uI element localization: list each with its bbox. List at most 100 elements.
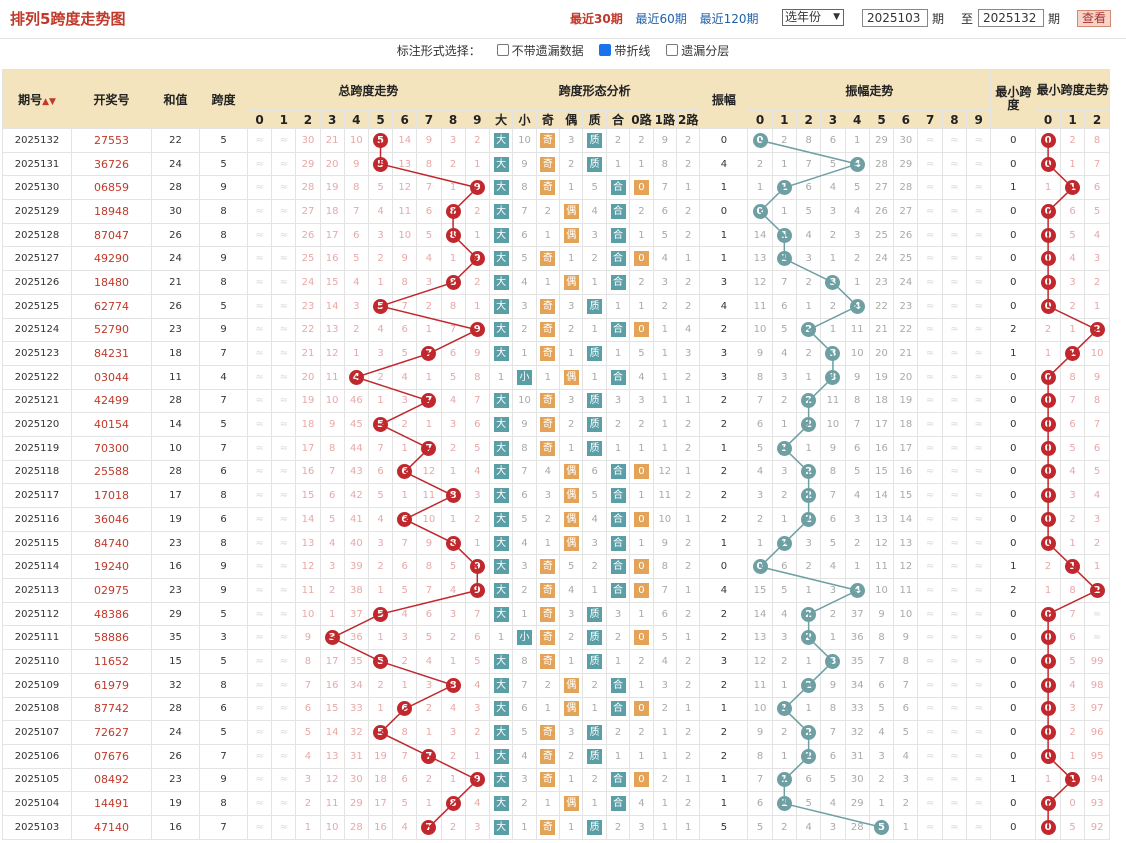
min-trend-cell: 6 <box>1084 175 1110 201</box>
min-trend-cell: 0 <box>1035 791 1061 816</box>
shape-cell: 1 <box>488 364 514 390</box>
span-trend-cell: 42 <box>343 483 369 508</box>
span-digit-header-1: 1 <box>271 110 297 129</box>
table-row: 2025113 02975 23 9 ≈ ≈11 2 38 1 5 7 4 9 大 2 奇 4 1 合 0 7 1 4 15 5… <box>2 578 1110 603</box>
shape-cell: 2 <box>512 317 537 343</box>
shape-cell: 0 <box>629 507 654 532</box>
span-trend-cell: 39 <box>343 554 369 580</box>
amp-trend-cell: 4 <box>844 293 870 319</box>
span-trend-cell: 9 <box>464 578 490 603</box>
table-row: 2025126 18480 21 8 ≈ ≈24 15 4 1 8 3 8 2 大 4 1 偶 1 合 2 3 2 3 12 7… <box>2 270 1110 295</box>
shape-cell: 1 <box>605 743 631 769</box>
amp-trend-cell: 6 <box>747 412 773 437</box>
shape-cell: 6 <box>512 222 537 248</box>
amp-trend-cell: 30 <box>844 767 870 793</box>
amp-trend-cell: 18 <box>893 412 919 437</box>
sum-cell: 24 <box>151 720 200 745</box>
amp-trend-cell: ≈ <box>917 199 943 224</box>
shape-cell: 1 <box>652 364 678 390</box>
span-cell: 5 <box>199 412 248 437</box>
amp-digit-header-5: 5 <box>868 110 895 129</box>
route-tag: 0 <box>633 559 649 575</box>
amp-trend-cell: ≈ <box>941 459 968 485</box>
amp-cell: 1 <box>699 696 749 722</box>
shape-tag: 奇 <box>540 748 556 764</box>
span-trend-cell: 24 <box>295 270 321 295</box>
col-issue-header[interactable]: 期号▲▼ <box>2 69 72 129</box>
min-span-cell: 0 <box>990 672 1037 698</box>
span-trend-cell: 6 <box>392 317 418 343</box>
span-trend-cell: 3 <box>367 530 394 556</box>
span-trend-header: 总跨度走势 <box>247 69 490 111</box>
shape-cell: 8 <box>652 554 678 580</box>
span-trend-cell: 10 <box>392 222 418 248</box>
span-ball: 8 <box>445 227 461 243</box>
span-trend-cell: 7 <box>416 175 442 201</box>
span-trend-cell: 5 <box>367 293 394 319</box>
span-trend-cell: 10 <box>319 814 345 840</box>
span-trend-cell: 5 <box>367 720 394 745</box>
sum-cell: 26 <box>151 293 200 319</box>
amp-trend-cell: 3 <box>844 222 870 248</box>
amp-trend-cell: 1 <box>771 175 797 201</box>
amp-trend-cell: ≈ <box>917 412 943 437</box>
span-trend-cell: 26 <box>295 222 321 248</box>
min-trend-header: 最小跨度走势 <box>1035 69 1110 111</box>
span-trend-cell: 2 <box>319 578 345 603</box>
shape-cell: 奇 <box>535 578 561 603</box>
shape-cell: 1 <box>559 246 584 272</box>
view-button[interactable]: 查看 <box>1077 10 1111 27</box>
span-trend-cell: 13 <box>319 743 345 769</box>
sort-icon[interactable]: ▲▼ <box>42 96 56 107</box>
checkbox-no-miss[interactable] <box>496 44 509 56</box>
amp-trend-cell: 11 <box>893 578 919 603</box>
amp-trend-cell: 12 <box>747 270 773 295</box>
amp-trend-cell: 22 <box>868 293 895 319</box>
link-recent-30[interactable]: 最近30期 <box>570 12 623 26</box>
checkbox-with-lines[interactable] <box>599 44 612 56</box>
min-trend-cell: 4 <box>1084 483 1110 508</box>
to-issue-input[interactable]: 2025132 <box>978 9 1044 27</box>
shape-tag: 质 <box>587 132 603 148</box>
amp-trend-cell: ≈ <box>941 814 968 840</box>
amp-trend-cell: 2 <box>893 791 919 816</box>
amp-trend-cell: 8 <box>893 649 919 674</box>
link-recent-60[interactable]: 最近60期 <box>635 12 687 26</box>
top-bar: 排列5跨度走势图 最近30期 最近60期 最近120期 选年份 ▼ 2025103… <box>0 0 1126 39</box>
route-tag: 0 <box>633 511 649 527</box>
amp-trend-cell: ≈ <box>917 483 943 508</box>
table-row: 2025131 36726 24 5 ≈ ≈29 20 9 5 13 8 2 1 大 9 奇 2 质 1 1 8 2 4 2 1… <box>2 151 1110 177</box>
min-ball: 0 <box>1040 819 1056 835</box>
shape-cell: 5 <box>652 625 678 651</box>
from-issue-input[interactable]: 2025103 <box>862 9 928 27</box>
shape-cell: 大 <box>488 175 514 201</box>
amp-trend-cell: 2 <box>795 341 822 366</box>
amp-trend-cell: 3 <box>771 459 797 485</box>
checkbox-miss-layer[interactable] <box>666 44 679 56</box>
span-ball: 6 <box>397 701 413 717</box>
amp-trend-cell: 2 <box>771 483 797 508</box>
sum-cell: 16 <box>151 814 200 840</box>
span-trend-cell: 5 <box>319 507 345 532</box>
link-recent-120[interactable]: 最近120期 <box>699 12 759 26</box>
shape-cell: 0 <box>629 317 654 343</box>
amp-trend-cell: ≈ <box>917 128 943 153</box>
min-ball: 0 <box>1040 369 1056 385</box>
span-trend-cell: 5 <box>367 128 394 153</box>
amp-trend-cell: 20 <box>868 341 895 366</box>
shape-tag: 大 <box>493 156 509 172</box>
min-trend-cell: 8 <box>1084 128 1110 153</box>
span-trend-cell: 9 <box>392 246 418 272</box>
col-number-header: 开奖号 <box>71 69 152 129</box>
amp-trend-cell: 2 <box>747 151 773 177</box>
span-trend-cell: 5 <box>464 649 490 674</box>
amp-cell: 1 <box>699 222 749 248</box>
min-span-cell: 0 <box>990 814 1037 840</box>
span-cell: 7 <box>199 388 248 414</box>
year-select[interactable]: 选年份 ▼ <box>782 9 844 26</box>
amp-trend-cell: 3 <box>893 767 919 793</box>
shape-cell: 奇 <box>535 128 561 153</box>
table-row: 2025109 61979 32 8 ≈ ≈7 16 34 2 1 3 8 4 大 7 2 偶 2 合 1 3 2 2 11 1… <box>2 672 1110 698</box>
min-trend-cell: 2 <box>1059 720 1086 745</box>
shape-cell: 合 <box>605 767 631 793</box>
